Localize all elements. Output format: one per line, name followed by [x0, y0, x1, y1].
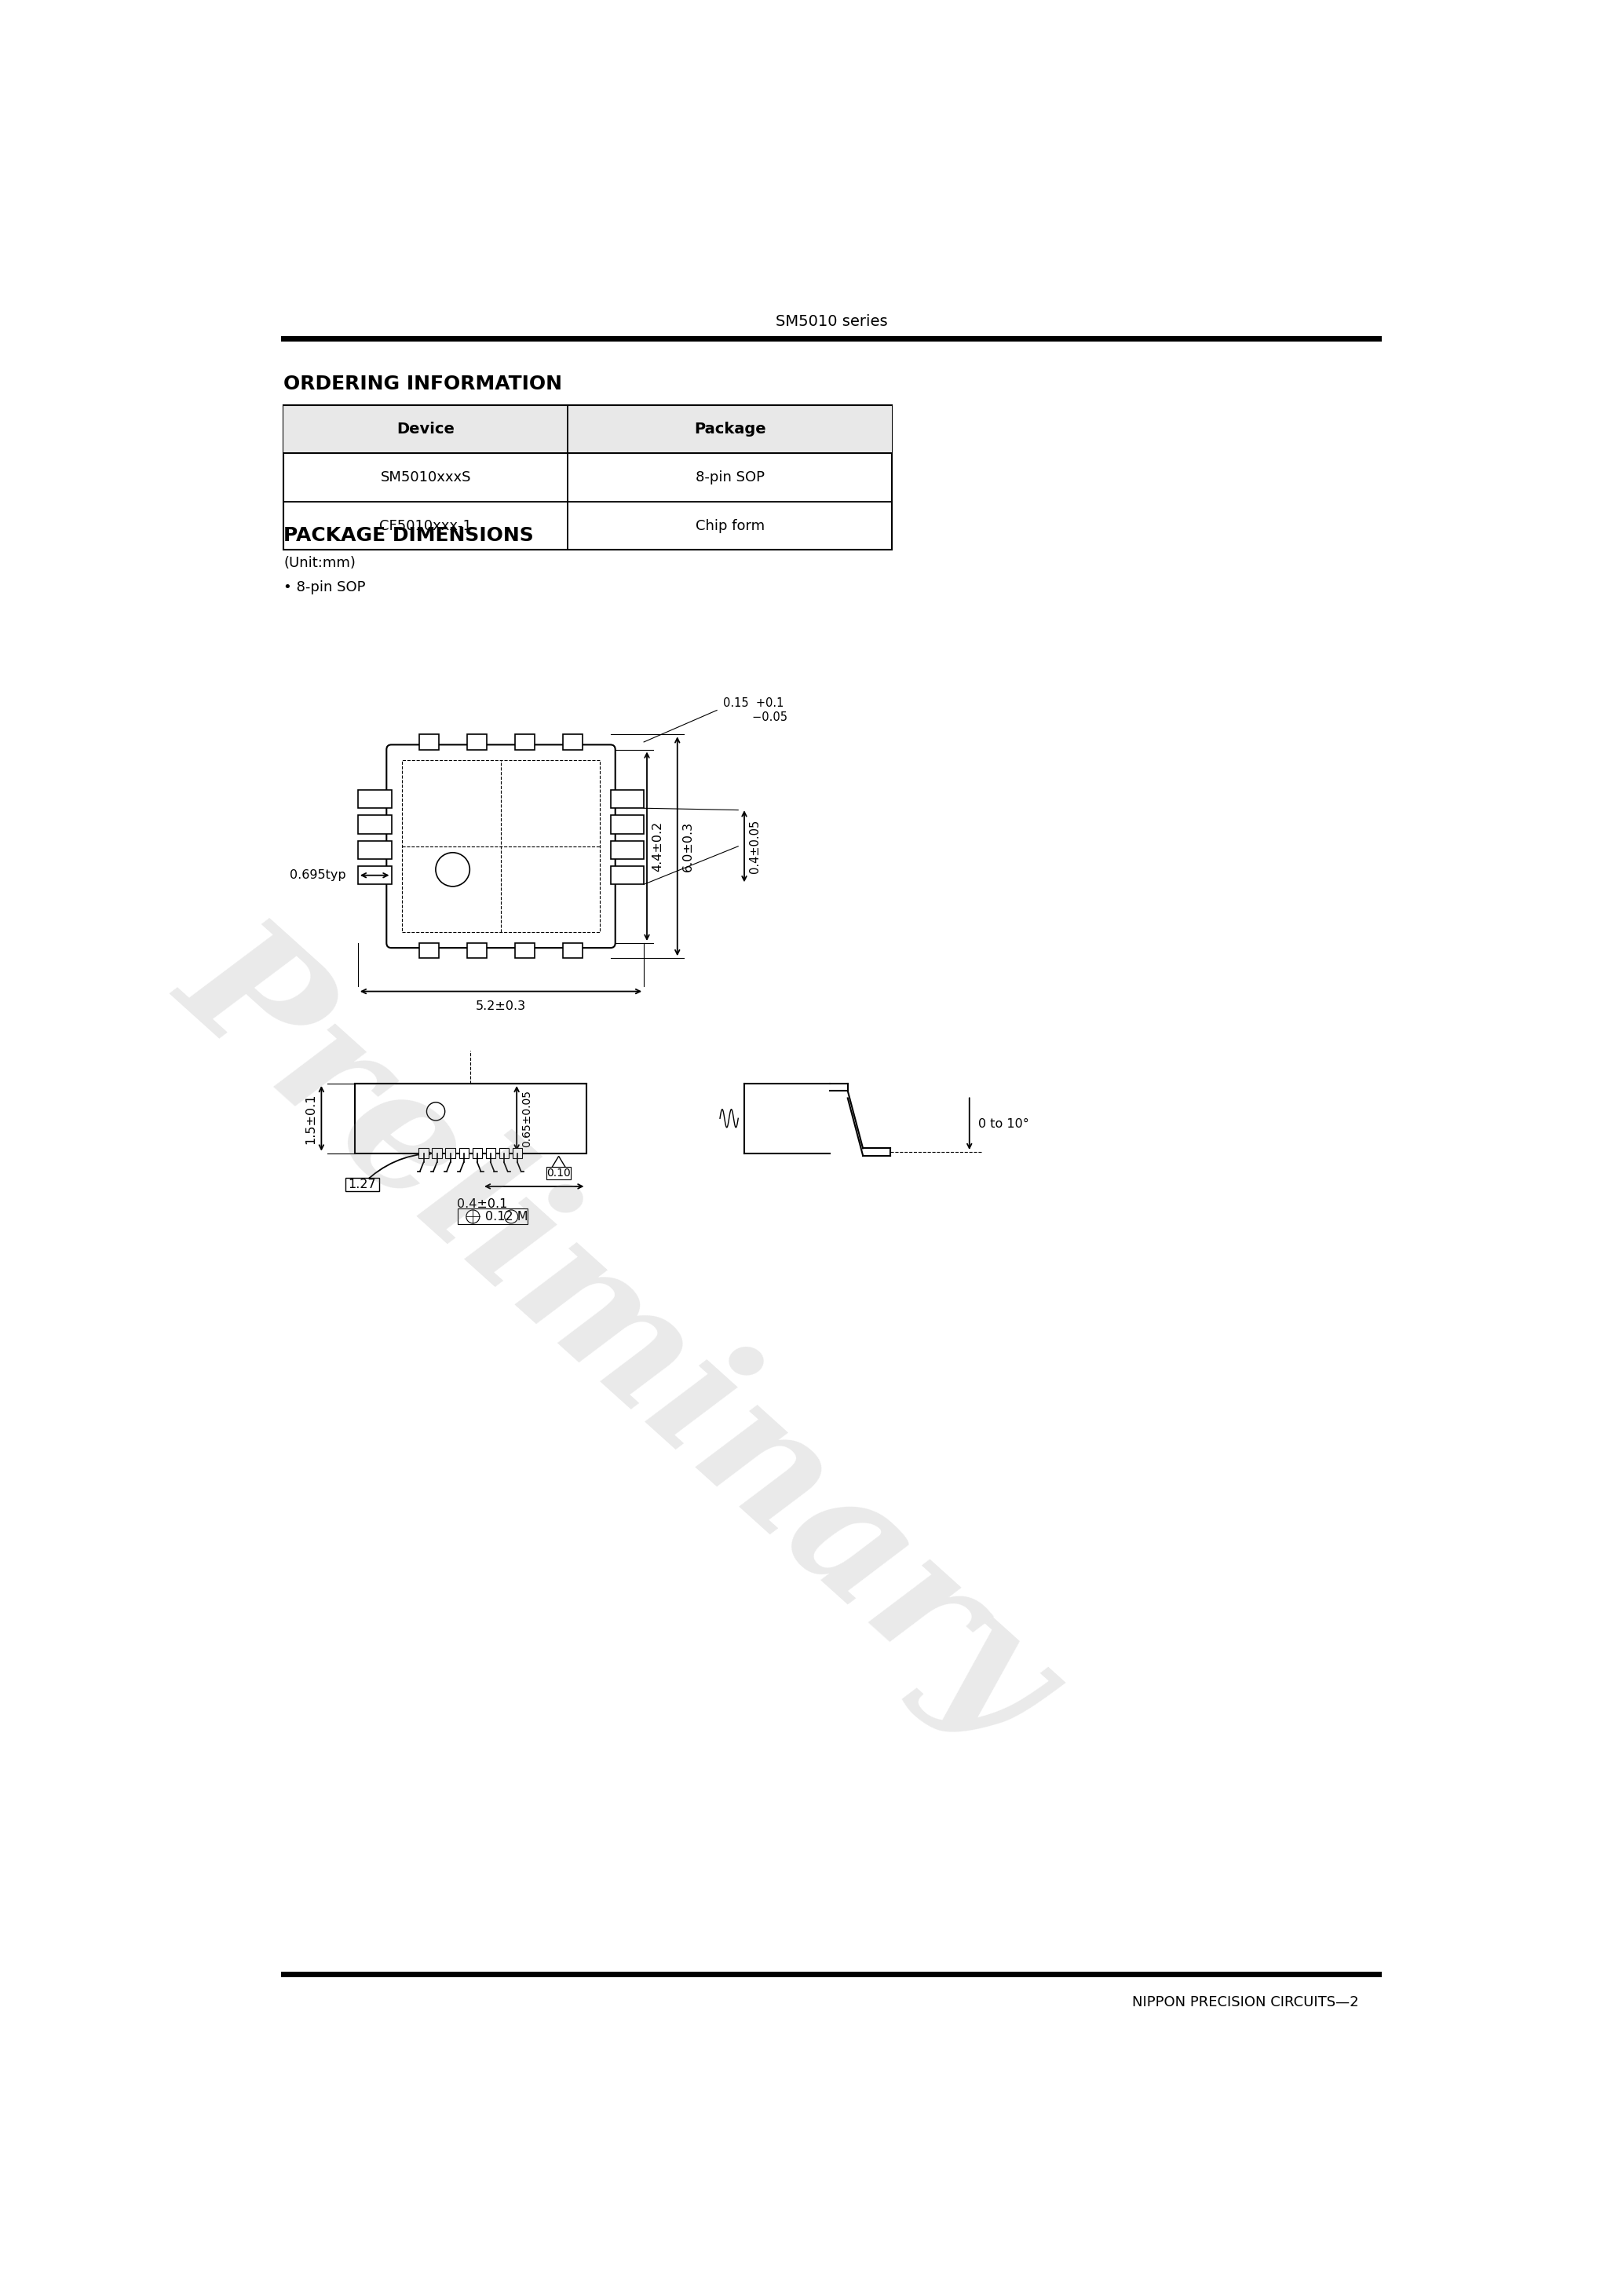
Bar [355, 1084, 586, 1153]
Bar [358, 840, 391, 859]
Text: 0 to 10°: 0 to 10° [978, 1118, 1030, 1130]
Text: (Unit:mm): (Unit:mm) [284, 556, 355, 569]
Bar [358, 790, 391, 808]
Bar [459, 1148, 469, 1157]
Text: ORDERING INFORMATION: ORDERING INFORMATION [284, 374, 563, 393]
Polygon shape [551, 1157, 566, 1169]
Text: 1.5±0.1: 1.5±0.1 [305, 1093, 316, 1143]
Text: CF5010xxx-1: CF5010xxx-1 [380, 519, 472, 533]
Text: Chip form: Chip form [696, 519, 764, 533]
Bar [418, 1148, 428, 1157]
Bar [514, 735, 535, 748]
Bar [610, 840, 644, 859]
Bar [457, 1208, 527, 1224]
Bar [418, 944, 440, 957]
Text: 8-pin SOP: 8-pin SOP [696, 471, 764, 484]
Bar [563, 735, 582, 748]
Text: 0.65±0.05: 0.65±0.05 [522, 1091, 532, 1148]
Text: 0.15  +0.1
        −0.05: 0.15 +0.1 −0.05 [723, 698, 787, 723]
Text: 0.695typ: 0.695typ [289, 870, 345, 882]
Text: 0.4±0.05: 0.4±0.05 [749, 820, 761, 872]
FancyBboxPatch shape [386, 744, 615, 948]
Bar [610, 866, 644, 884]
Bar [284, 404, 892, 551]
Text: 5.2±0.3: 5.2±0.3 [475, 1001, 526, 1013]
Text: 0.10: 0.10 [547, 1169, 571, 1178]
Text: 4.4±0.2: 4.4±0.2 [652, 822, 663, 872]
Bar [358, 866, 391, 884]
Bar [610, 790, 644, 808]
Bar [513, 1148, 522, 1157]
Text: Device: Device [397, 422, 454, 436]
Text: PACKAGE DIMENSIONS: PACKAGE DIMENSIONS [284, 526, 534, 544]
Bar [514, 944, 535, 957]
Bar [563, 944, 582, 957]
Text: 0.12 M: 0.12 M [485, 1210, 527, 1221]
Bar [358, 815, 391, 833]
Text: Preliminary: Preliminary [146, 898, 1087, 1766]
Bar [345, 1178, 380, 1192]
Bar [547, 1166, 571, 1180]
Bar [402, 760, 600, 932]
Bar [485, 1148, 495, 1157]
Bar [284, 404, 892, 452]
Text: • 8-pin SOP: • 8-pin SOP [284, 581, 365, 595]
Bar [431, 1148, 441, 1157]
Text: SM5010xxxS: SM5010xxxS [381, 471, 470, 484]
Text: Package: Package [694, 422, 766, 436]
Text: NIPPON PRECISION CIRCUITS—2: NIPPON PRECISION CIRCUITS—2 [1132, 1995, 1359, 2009]
Bar [418, 735, 440, 748]
Bar [467, 944, 487, 957]
Bar [467, 735, 487, 748]
Text: 0.4±0.1: 0.4±0.1 [457, 1199, 508, 1210]
Bar [446, 1148, 456, 1157]
Text: 6.0±0.3: 6.0±0.3 [683, 822, 694, 872]
Bar [472, 1148, 482, 1157]
Bar [610, 815, 644, 833]
Text: SM5010 series: SM5010 series [775, 315, 887, 328]
Bar [500, 1148, 509, 1157]
Text: 1.27: 1.27 [349, 1178, 376, 1189]
